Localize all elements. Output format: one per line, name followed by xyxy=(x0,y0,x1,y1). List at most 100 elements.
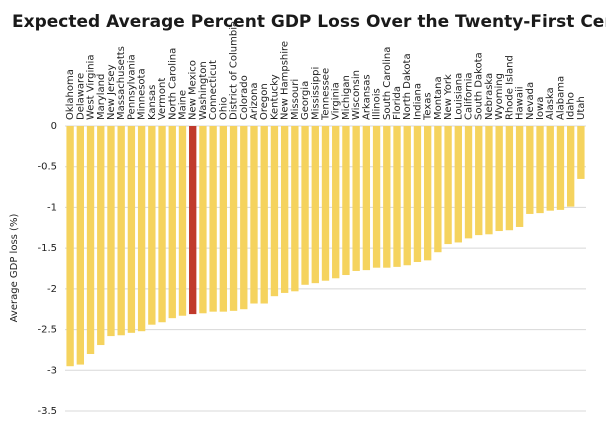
x-tick-label: California xyxy=(464,72,475,120)
x-tick-label: Kansas xyxy=(147,85,158,120)
bar xyxy=(127,126,136,333)
bar xyxy=(515,126,524,227)
x-tick-label: Alaska xyxy=(545,87,556,120)
y-tick-label: 0 xyxy=(51,121,57,132)
bar xyxy=(107,126,115,337)
x-tick-label: District of Columbia xyxy=(229,21,240,120)
x-tick-label: Louisiana xyxy=(453,73,464,120)
bar xyxy=(280,126,289,293)
bar xyxy=(260,126,268,304)
x-tick-label: Mississippi xyxy=(310,67,321,120)
bar xyxy=(86,126,95,354)
bar xyxy=(352,126,360,271)
x-tick-label: Texas xyxy=(423,92,434,121)
bar xyxy=(454,126,462,243)
bar xyxy=(403,126,411,266)
x-tick-label: Maryland xyxy=(96,74,107,120)
bar xyxy=(158,126,166,323)
bar xyxy=(342,126,350,276)
x-tick-label: New Jersey xyxy=(106,64,117,120)
bar xyxy=(383,126,391,268)
x-tick-label: Florida xyxy=(392,86,403,120)
x-tick-label: Montana xyxy=(433,76,444,120)
x-tick-label: Wisconsin xyxy=(351,70,362,120)
bar xyxy=(240,126,248,310)
x-tick-label: Washington xyxy=(198,61,209,120)
x-tick-label: Massachusetts xyxy=(116,46,127,120)
x-tick-label: Minnesota xyxy=(137,68,148,120)
bar xyxy=(209,126,217,312)
x-tick-label: Indiana xyxy=(412,83,423,120)
bar xyxy=(423,126,432,261)
chart-title: Expected Average Percent GDP Loss Over t… xyxy=(12,12,606,32)
bar xyxy=(311,126,319,284)
bar xyxy=(321,126,330,281)
x-tick-label: Ohio xyxy=(218,97,229,120)
x-tick-label: West Virginia xyxy=(86,55,97,120)
x-tick-label: Idaho xyxy=(566,92,577,120)
y-tick-label: -2 xyxy=(47,284,57,295)
bar xyxy=(393,126,401,267)
bar xyxy=(97,126,105,346)
bar xyxy=(117,126,125,336)
x-tick-label: Delaware xyxy=(75,73,86,120)
x-tick-label: Nebraska xyxy=(484,73,495,120)
bar xyxy=(444,126,452,245)
bar xyxy=(250,126,258,304)
x-tick-label: Hawaii xyxy=(515,86,526,120)
x-tick-label: Oregon xyxy=(259,83,270,120)
y-tick-label: -1.5 xyxy=(37,243,57,254)
y-tick-label: -2.5 xyxy=(37,325,57,336)
bar xyxy=(536,126,544,214)
x-tick-label: New York xyxy=(443,74,454,120)
bar xyxy=(577,126,585,179)
bar xyxy=(556,126,565,210)
bar xyxy=(464,126,473,239)
x-tick-label: Alabama xyxy=(555,76,566,120)
bar xyxy=(505,126,514,231)
x-tick-label: Missouri xyxy=(290,79,301,120)
x-tick-label: Pennsylvania xyxy=(126,54,137,120)
x-tick-label: Colorado xyxy=(239,75,250,120)
x-tick-label: Rhode Island xyxy=(504,55,515,120)
y-tick-label: -1 xyxy=(47,202,57,213)
bar xyxy=(546,126,554,211)
bar xyxy=(178,126,187,316)
x-tick-label: Arkansas xyxy=(361,74,372,120)
bar xyxy=(301,126,309,285)
x-tick-label: Wyoming xyxy=(494,73,505,120)
y-tick-label: -0.5 xyxy=(37,162,57,173)
bar xyxy=(168,126,176,319)
x-tick-label: South Dakota xyxy=(474,52,485,120)
bar xyxy=(372,126,381,268)
bar xyxy=(566,126,575,207)
x-tick-label: Maine xyxy=(177,90,188,120)
x-tick-label: Arizona xyxy=(249,82,260,120)
y-tick-label: -3 xyxy=(47,365,57,376)
x-tick-label: New Mexico xyxy=(188,60,199,120)
bar xyxy=(270,126,279,297)
bar xyxy=(526,126,534,214)
bar xyxy=(148,126,156,325)
bar xyxy=(229,126,238,311)
bar xyxy=(76,126,85,365)
x-tick-label: North Dakota xyxy=(402,53,413,120)
y-tick-label: -3.5 xyxy=(37,406,57,417)
x-tick-label: Virginia xyxy=(331,82,342,120)
bar xyxy=(332,126,340,279)
y-axis-label: Average GDP loss (%) xyxy=(9,214,20,323)
bar xyxy=(475,126,483,236)
bar xyxy=(199,126,207,314)
x-tick-label: Georgia xyxy=(300,81,311,120)
x-tick-label: Utah xyxy=(576,96,587,120)
bar xyxy=(189,126,197,315)
x-tick-label: New Hampshire xyxy=(280,41,291,120)
x-tick-label: South Carolina xyxy=(382,47,393,120)
x-tick-label: Nevada xyxy=(525,82,536,120)
x-tick-label: Iowa xyxy=(535,97,546,120)
bar xyxy=(413,126,422,262)
bar xyxy=(362,126,371,271)
bar xyxy=(291,126,299,292)
x-tick-label: Vermont xyxy=(157,78,168,120)
x-tick-label: Michigan xyxy=(341,75,352,120)
